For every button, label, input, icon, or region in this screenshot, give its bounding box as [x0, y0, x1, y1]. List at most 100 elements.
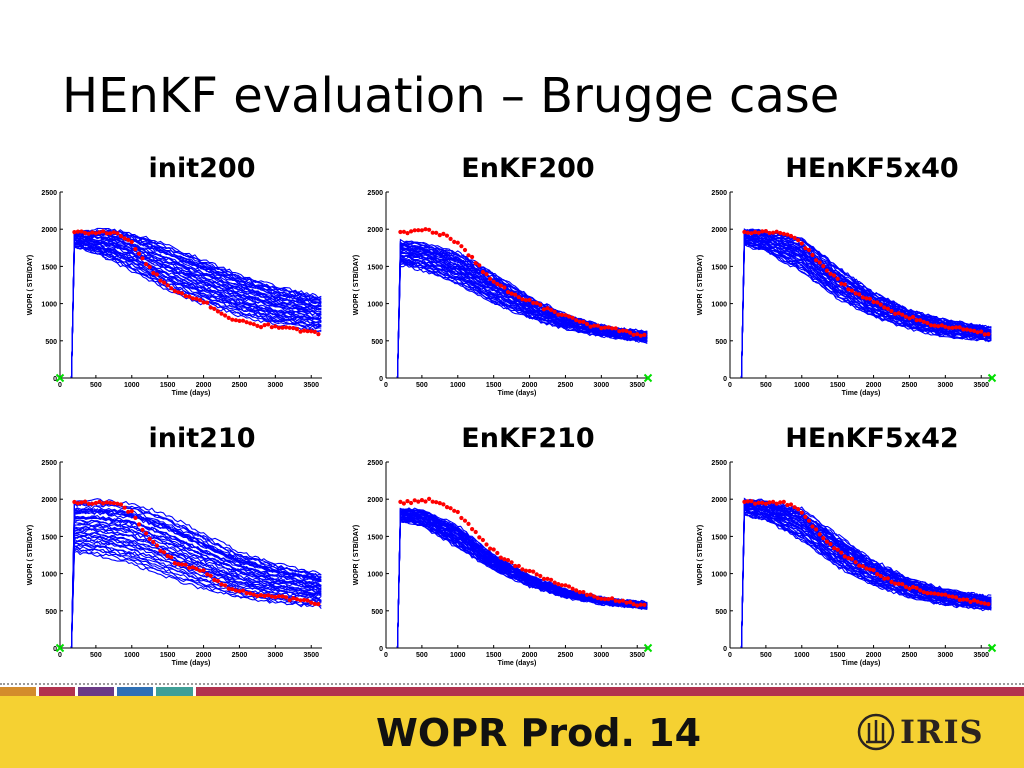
observed-point [477, 263, 482, 268]
observed-point [835, 547, 840, 552]
x-marker-stroke [55, 643, 65, 653]
observed-point [240, 588, 246, 593]
x-tick-label: 500 [760, 652, 772, 659]
observed-point [635, 603, 640, 608]
observed-point [871, 299, 876, 305]
ensemble-line [386, 256, 648, 379]
ensemble-lines [60, 227, 322, 379]
observed-point [574, 588, 579, 593]
observed-point [620, 328, 625, 333]
observed-point [104, 500, 109, 505]
ensemble-lines [60, 498, 322, 649]
observed-point [93, 231, 98, 236]
x-marker-stroke [987, 373, 997, 383]
observed-point [462, 518, 468, 523]
observed-point [495, 550, 500, 556]
y-tick-label: 1500 [41, 264, 57, 271]
observed-point [814, 527, 819, 532]
observed-point [853, 291, 858, 296]
observed-point [545, 576, 550, 581]
observed-point [635, 332, 640, 337]
x-marker-stroke [643, 643, 653, 653]
observed-point [309, 329, 314, 334]
ensemble-line [60, 523, 322, 649]
observed-point [176, 290, 181, 295]
y-tick-label: 0 [53, 376, 57, 383]
chart-plot: 0 500 1000 1500 2000 2500 0 500 1000 1500 2000 2500… [697, 460, 997, 667]
observed-point [592, 323, 597, 328]
x-tick-label: 500 [760, 382, 772, 389]
y-tick-label: 0 [723, 376, 727, 383]
observed-point [556, 312, 561, 317]
observed-point [75, 229, 80, 234]
observed-point [534, 301, 539, 306]
ensemble-lines [386, 238, 648, 379]
observed-point [172, 561, 177, 566]
observed-point [122, 236, 127, 241]
x-tick-label: 0 [58, 652, 62, 659]
x-tick-label: 1500 [160, 652, 176, 659]
y-tick-label: 1500 [41, 534, 57, 541]
observed-point [398, 229, 403, 235]
observed-point [910, 314, 916, 320]
observed-point [602, 597, 607, 602]
observed-point [441, 231, 446, 236]
ensemble-line [60, 508, 322, 649]
observed-point [258, 593, 264, 598]
observed-point [147, 264, 152, 270]
observed-point [97, 230, 102, 235]
observed-point [215, 309, 220, 314]
y-tick-label: 1500 [711, 534, 727, 541]
observed-point [745, 499, 750, 504]
x-marker [643, 643, 653, 653]
observed-point [144, 262, 149, 267]
observed-point [473, 261, 478, 266]
observed-point [448, 506, 453, 511]
observed-point [309, 600, 314, 605]
observed-point [151, 539, 156, 545]
observed-point [144, 531, 149, 536]
observed-point [444, 233, 450, 238]
ensemble-line [386, 250, 648, 379]
ensemble-line [386, 518, 648, 649]
y-axis-label: WOPR ( STB/DAY) [697, 525, 704, 585]
observed-point [774, 501, 779, 506]
ensemble-line [386, 511, 648, 649]
ensemble-line [386, 520, 648, 649]
observed-point [796, 238, 801, 243]
observed-point [291, 326, 296, 331]
observed-point [954, 595, 959, 600]
observed-point [552, 309, 557, 314]
ensemble-line [730, 228, 992, 379]
observed-point [276, 594, 281, 599]
observed-point [592, 594, 597, 599]
x-tick-label: 1500 [486, 382, 502, 389]
observed-point [147, 536, 152, 542]
y-tick-label: 2000 [711, 497, 727, 504]
observed-point [176, 562, 181, 567]
observed-point [628, 330, 633, 335]
chart-title: HEnKF5x42 [785, 423, 959, 454]
x-marker [55, 373, 65, 383]
observed-point [165, 283, 170, 288]
y-tick-label: 2500 [367, 460, 383, 467]
y-tick-label: 2500 [41, 460, 57, 467]
observed-point [205, 300, 210, 305]
x-tick-label: 3500 [973, 652, 989, 659]
x-tick-label: 500 [90, 382, 102, 389]
observed-point [122, 505, 127, 510]
observed-point [946, 325, 951, 330]
ensemble-line [60, 241, 322, 379]
observed-point [230, 587, 235, 592]
ensemble-line [60, 234, 322, 379]
observed-point [538, 302, 543, 307]
x-axis-label: Time (days) [498, 390, 537, 397]
observed-point [932, 591, 937, 596]
observed-point [760, 500, 765, 505]
ensemble-line [60, 242, 322, 379]
ensemble-line [386, 515, 648, 649]
observed-point [581, 319, 586, 324]
y-tick-label: 1500 [367, 264, 383, 271]
observed-point [788, 233, 794, 239]
observed-point [183, 293, 188, 299]
